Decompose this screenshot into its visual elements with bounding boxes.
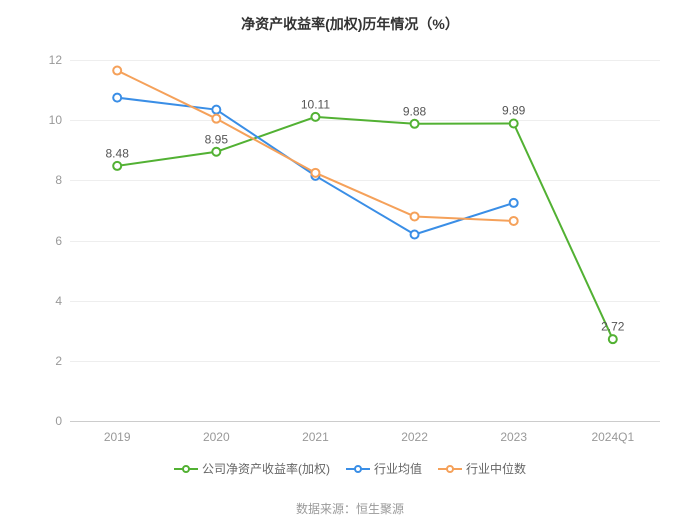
y-tick-label: 6 [55,234,70,248]
series-marker-company [212,148,220,156]
data-label: 9.88 [403,104,426,118]
series-svg [70,51,660,421]
x-tick-label: 2020 [203,420,230,444]
series-marker-industry_avg [113,94,121,102]
data-label: 2.72 [601,320,624,334]
y-tick-label: 0 [55,414,70,428]
data-label: 10.11 [301,97,330,111]
y-tick-label: 8 [55,173,70,187]
x-tick-label: 2024Q1 [591,420,634,444]
x-tick-label: 2023 [500,420,527,444]
series-marker-industry_median [411,212,419,220]
plot-area: 024681012201920202021202220232024Q18.488… [70,50,660,420]
chart-title: 净资产收益率(加权)历年情况（%） [0,0,700,34]
series-marker-industry_median [212,115,220,123]
y-tick-label: 12 [49,53,70,67]
y-tick-label: 10 [49,113,70,127]
series-marker-industry_median [311,169,319,177]
series-line-company [117,117,613,339]
x-tick-label: 2022 [401,420,428,444]
x-tick-label: 2021 [302,420,329,444]
data-source: 数据来源：恒生聚源 [0,500,700,517]
series-marker-industry_avg [411,230,419,238]
y-tick-label: 2 [55,354,70,368]
legend-label: 行业均值 [374,460,422,477]
series-marker-industry_avg [212,106,220,114]
series-marker-industry_avg [510,199,518,207]
legend-item-company[interactable]: 公司净资产收益率(加权) [174,460,330,477]
data-label: 8.95 [205,132,228,146]
legend-marker-icon [174,462,198,476]
x-tick-label: 2019 [104,420,131,444]
series-line-industry_median [117,71,513,221]
legend-item-industry_avg[interactable]: 行业均值 [346,460,422,477]
y-tick-label: 4 [55,294,70,308]
legend-label: 公司净资产收益率(加权) [202,460,330,477]
gridline [70,421,660,422]
legend-label: 行业中位数 [466,460,526,477]
series-marker-industry_median [113,67,121,75]
series-marker-industry_median [510,217,518,225]
legend-marker-icon [346,462,370,476]
legend-item-industry_median[interactable]: 行业中位数 [438,460,526,477]
data-label: 8.48 [106,146,129,160]
data-label: 9.89 [502,104,525,118]
series-marker-company [113,162,121,170]
series-marker-company [609,335,617,343]
series-marker-company [311,113,319,121]
legend-marker-icon [438,462,462,476]
series-marker-company [510,119,518,127]
legend: 公司净资产收益率(加权) 行业均值 行业中位数 [0,460,700,481]
series-marker-company [411,120,419,128]
roe-chart: 净资产收益率(加权)历年情况（%） 0246810122019202020212… [0,0,700,525]
